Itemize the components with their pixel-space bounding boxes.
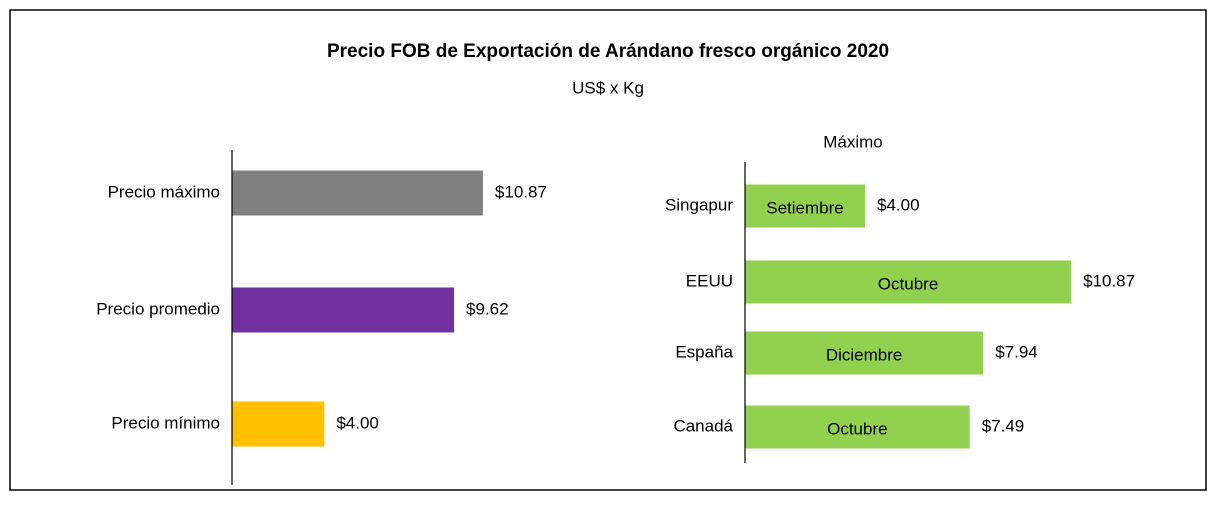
- bar: [745, 184, 865, 228]
- bar-label: Octubre: [878, 274, 938, 293]
- category-label: Singapur: [665, 195, 733, 214]
- bar: [745, 331, 984, 375]
- bar: [745, 260, 1072, 304]
- chart-subtitle: US$ x Kg: [572, 78, 644, 97]
- category-label: Precio máximo: [108, 182, 220, 201]
- bar: [745, 405, 970, 449]
- bar: [232, 401, 325, 447]
- category-label: Precio mínimo: [111, 413, 220, 432]
- category-label: EEUU: [686, 271, 733, 290]
- bar: [232, 170, 483, 216]
- panel-title: Máximo: [823, 132, 883, 151]
- value-label: $4.00: [336, 413, 379, 432]
- value-label: $7.49: [982, 416, 1025, 435]
- chart-title: Precio FOB de Exportación de Arándano fr…: [327, 41, 889, 62]
- category-label: Canadá: [673, 416, 733, 435]
- value-label: $7.94: [995, 342, 1038, 361]
- bar-label: Octubre: [827, 419, 887, 438]
- value-label: $4.00: [877, 195, 920, 214]
- category-label: España: [675, 342, 733, 361]
- category-label: Precio promedio: [96, 299, 220, 318]
- value-label: $10.87: [495, 182, 547, 201]
- bar-label: Diciembre: [826, 345, 903, 364]
- bar-label: Setiembre: [766, 198, 843, 217]
- bar: [232, 287, 455, 333]
- value-label: $10.87: [1083, 271, 1135, 290]
- value-label: $9.62: [466, 299, 509, 318]
- frame: [9, 9, 1207, 491]
